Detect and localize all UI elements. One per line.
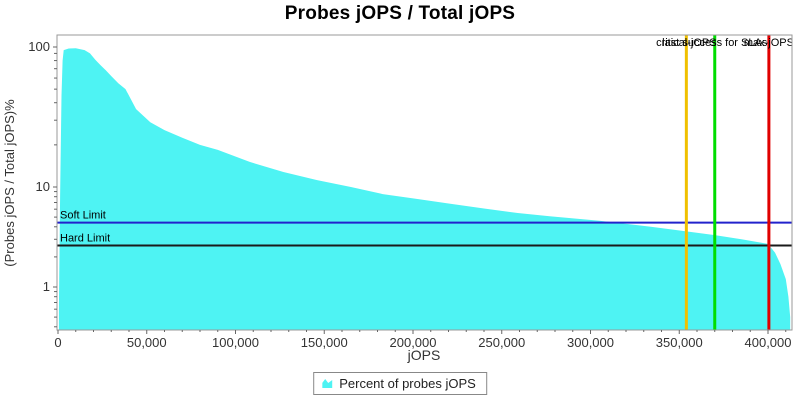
critical-jops-label: critical-jOPS <box>656 37 717 49</box>
x-tick-label: 250,000 <box>478 335 525 350</box>
x-tick-label: 350,000 <box>656 335 703 350</box>
tick-labels-group: 0 50,000 100,000 150,000 200,000 250,000 300,0… <box>28 39 791 350</box>
x-tick-label: 150,000 <box>301 335 348 350</box>
x-tick-label: 50,000 <box>127 335 167 350</box>
x-tick-label: 200,000 <box>390 335 437 350</box>
y-tick-label: 1 <box>43 279 50 294</box>
x-axis-title: jOPS <box>407 347 441 363</box>
marker-lines-group <box>684 35 771 330</box>
chart-title: Probes jOPS / Total jOPS <box>284 3 516 24</box>
plot-border <box>56 34 793 331</box>
y-tick-label: 10 <box>36 179 50 194</box>
hard-limit-label: Hard Limit <box>60 233 110 245</box>
x-tick-label: 0 <box>54 335 61 350</box>
area-series-group <box>58 48 791 330</box>
legend: Percent of probes jOPS <box>313 372 487 395</box>
legend-label: Percent of probes jOPS <box>339 376 476 391</box>
limit-lines-group <box>57 221 792 247</box>
legend-area-swatch <box>322 379 333 388</box>
x-tick-label: 400,000 <box>745 335 792 350</box>
probes-percent-area <box>58 48 791 330</box>
x-tick-label: 100,000 <box>212 335 259 350</box>
y-tick-label: 100 <box>28 39 50 54</box>
y-axis-title: (Probes jOPS / Total jOPS)% <box>2 99 17 267</box>
max-jops-label: max-jOPS <box>744 37 794 49</box>
last-success-sla-label: last success for SLAs <box>662 37 768 49</box>
soft-limit-label: Soft Limit <box>60 210 106 222</box>
ticks-group <box>53 46 787 334</box>
x-tick-label: 300,000 <box>567 335 614 350</box>
